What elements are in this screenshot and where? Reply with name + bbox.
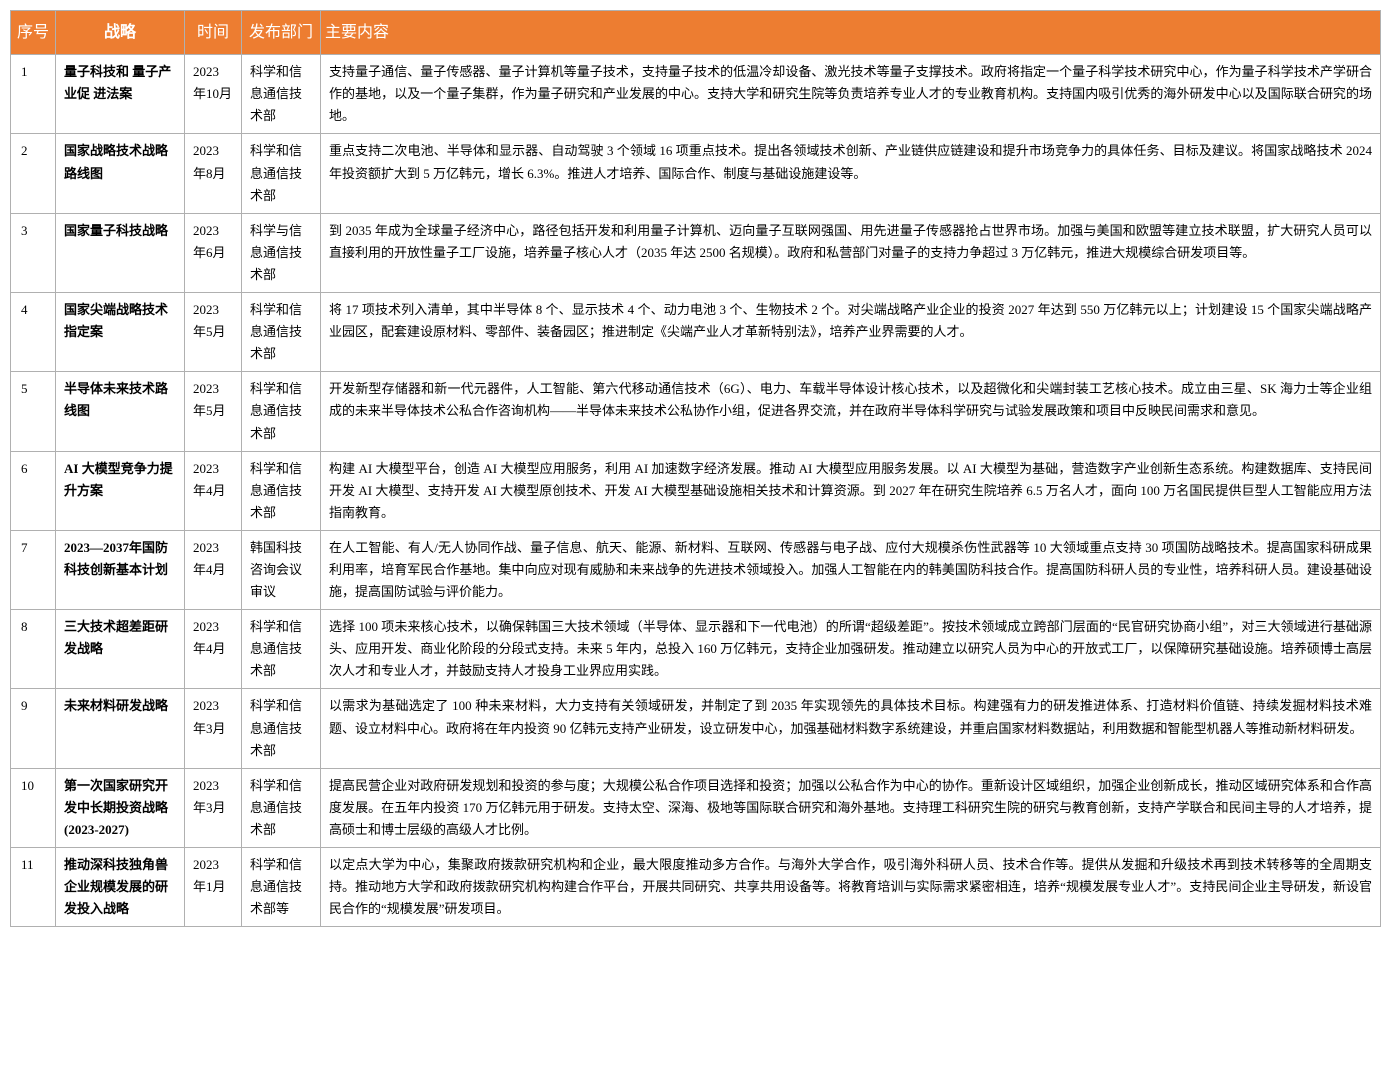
- col-header-content: 主要内容: [321, 11, 1381, 55]
- cell-time: 2023 年1月: [185, 848, 242, 927]
- cell-strategy: 未来材料研发战略: [56, 689, 185, 768]
- cell-time: 2023 年10月: [185, 55, 242, 134]
- table-body: 1量子科技和 量子产业促 进法案2023 年10月科学和信息通信技术部支持量子通…: [11, 55, 1381, 927]
- cell-index: 8: [11, 610, 56, 689]
- cell-time: 2023 年5月: [185, 293, 242, 372]
- cell-index: 4: [11, 293, 56, 372]
- cell-content: 以需求为基础选定了 100 种未来材料，大力支持有关领域研发，并制定了到 203…: [321, 689, 1381, 768]
- cell-time: 2023 年4月: [185, 610, 242, 689]
- cell-strategy: 国家量子科技战略: [56, 213, 185, 292]
- cell-strategy: 国家战略技术战略路线图: [56, 134, 185, 213]
- cell-content: 到 2035 年成为全球量子经济中心，路径包括开发和利用量子计算机、迈向量子互联…: [321, 213, 1381, 292]
- cell-content: 选择 100 项未来核心技术，以确保韩国三大技术领域（半导体、显示器和下一代电池…: [321, 610, 1381, 689]
- cell-dept: 科学和信息通信技术部: [242, 768, 321, 847]
- table-row: 6AI 大模型竞争力提升方案2023 年4月科学和信息通信技术部构建 AI 大模…: [11, 451, 1381, 530]
- cell-content: 重点支持二次电池、半导体和显示器、自动驾驶 3 个领域 16 项重点技术。提出各…: [321, 134, 1381, 213]
- table-row: 1量子科技和 量子产业促 进法案2023 年10月科学和信息通信技术部支持量子通…: [11, 55, 1381, 134]
- cell-content: 构建 AI 大模型平台，创造 AI 大模型应用服务，利用 AI 加速数字经济发展…: [321, 451, 1381, 530]
- table-row: 2国家战略技术战略路线图2023 年8月科学和信息通信技术部重点支持二次电池、半…: [11, 134, 1381, 213]
- cell-time: 2023 年5月: [185, 372, 242, 451]
- cell-strategy: 推动深科技独角兽企业规模发展的研发投入战略: [56, 848, 185, 927]
- cell-dept: 科学和信息通信技术部: [242, 134, 321, 213]
- cell-time: 2023 年8月: [185, 134, 242, 213]
- cell-strategy: 第一次国家研究开发中长期投资战略(2023-2027): [56, 768, 185, 847]
- cell-dept: 科学和信息通信技术部: [242, 293, 321, 372]
- table-header: 序号 战略 时间 发布部门 主要内容: [11, 11, 1381, 55]
- cell-index: 2: [11, 134, 56, 213]
- cell-strategy: 国家尖端战略技术指定案: [56, 293, 185, 372]
- cell-dept: 韩国科技咨询会议审议: [242, 530, 321, 609]
- table-row: 9未来材料研发战略2023 年3月科学和信息通信技术部以需求为基础选定了 100…: [11, 689, 1381, 768]
- cell-content: 支持量子通信、量子传感器、量子计算机等量子技术，支持量子技术的低温冷却设备、激光…: [321, 55, 1381, 134]
- cell-index: 10: [11, 768, 56, 847]
- cell-index: 9: [11, 689, 56, 768]
- col-header-index: 序号: [11, 11, 56, 55]
- cell-dept: 科学和信息通信技术部: [242, 55, 321, 134]
- cell-time: 2023 年4月: [185, 451, 242, 530]
- cell-content: 以定点大学为中心，集聚政府拨款研究机构和企业，最大限度推动多方合作。与海外大学合…: [321, 848, 1381, 927]
- cell-time: 2023 年3月: [185, 689, 242, 768]
- col-header-time: 时间: [185, 11, 242, 55]
- table-row: 4国家尖端战略技术指定案2023 年5月科学和信息通信技术部将 17 项技术列入…: [11, 293, 1381, 372]
- table-row: 10第一次国家研究开发中长期投资战略(2023-2027)2023 年3月科学和…: [11, 768, 1381, 847]
- table-row: 11推动深科技独角兽企业规模发展的研发投入战略2023 年1月科学和信息通信技术…: [11, 848, 1381, 927]
- table-row: 3国家量子科技战略2023 年6月科学与信息通信技术部到 2035 年成为全球量…: [11, 213, 1381, 292]
- table-row: 5半导体未来技术路线图2023 年5月科学和信息通信技术部开发新型存储器和新一代…: [11, 372, 1381, 451]
- cell-time: 2023 年3月: [185, 768, 242, 847]
- cell-strategy: 量子科技和 量子产业促 进法案: [56, 55, 185, 134]
- cell-index: 11: [11, 848, 56, 927]
- cell-strategy: 2023—2037年国防科技创新基本计划: [56, 530, 185, 609]
- cell-strategy: 三大技术超差距研发战略: [56, 610, 185, 689]
- cell-dept: 科学和信息通信技术部: [242, 372, 321, 451]
- cell-index: 3: [11, 213, 56, 292]
- cell-index: 5: [11, 372, 56, 451]
- cell-index: 6: [11, 451, 56, 530]
- cell-dept: 科学和信息通信技术部: [242, 610, 321, 689]
- cell-strategy: 半导体未来技术路线图: [56, 372, 185, 451]
- table-row: 72023—2037年国防科技创新基本计划2023 年4月韩国科技咨询会议审议在…: [11, 530, 1381, 609]
- cell-time: 2023 年6月: [185, 213, 242, 292]
- cell-dept: 科学和信息通信技术部等: [242, 848, 321, 927]
- cell-index: 7: [11, 530, 56, 609]
- policy-table: 序号 战略 时间 发布部门 主要内容 1量子科技和 量子产业促 进法案2023 …: [10, 10, 1381, 927]
- cell-dept: 科学与信息通信技术部: [242, 213, 321, 292]
- cell-strategy: AI 大模型竞争力提升方案: [56, 451, 185, 530]
- cell-time: 2023 年4月: [185, 530, 242, 609]
- cell-dept: 科学和信息通信技术部: [242, 451, 321, 530]
- table-row: 8三大技术超差距研发战略2023 年4月科学和信息通信技术部选择 100 项未来…: [11, 610, 1381, 689]
- col-header-strategy: 战略: [56, 11, 185, 55]
- cell-content: 将 17 项技术列入清单，其中半导体 8 个、显示技术 4 个、动力电池 3 个…: [321, 293, 1381, 372]
- col-header-dept: 发布部门: [242, 11, 321, 55]
- cell-dept: 科学和信息通信技术部: [242, 689, 321, 768]
- cell-content: 在人工智能、有人/无人协同作战、量子信息、航天、能源、新材料、互联网、传感器与电…: [321, 530, 1381, 609]
- cell-index: 1: [11, 55, 56, 134]
- cell-content: 提高民营企业对政府研发规划和投资的参与度；大规模公私合作项目选择和投资；加强以公…: [321, 768, 1381, 847]
- cell-content: 开发新型存储器和新一代元器件，人工智能、第六代移动通信技术（6G）、电力、车载半…: [321, 372, 1381, 451]
